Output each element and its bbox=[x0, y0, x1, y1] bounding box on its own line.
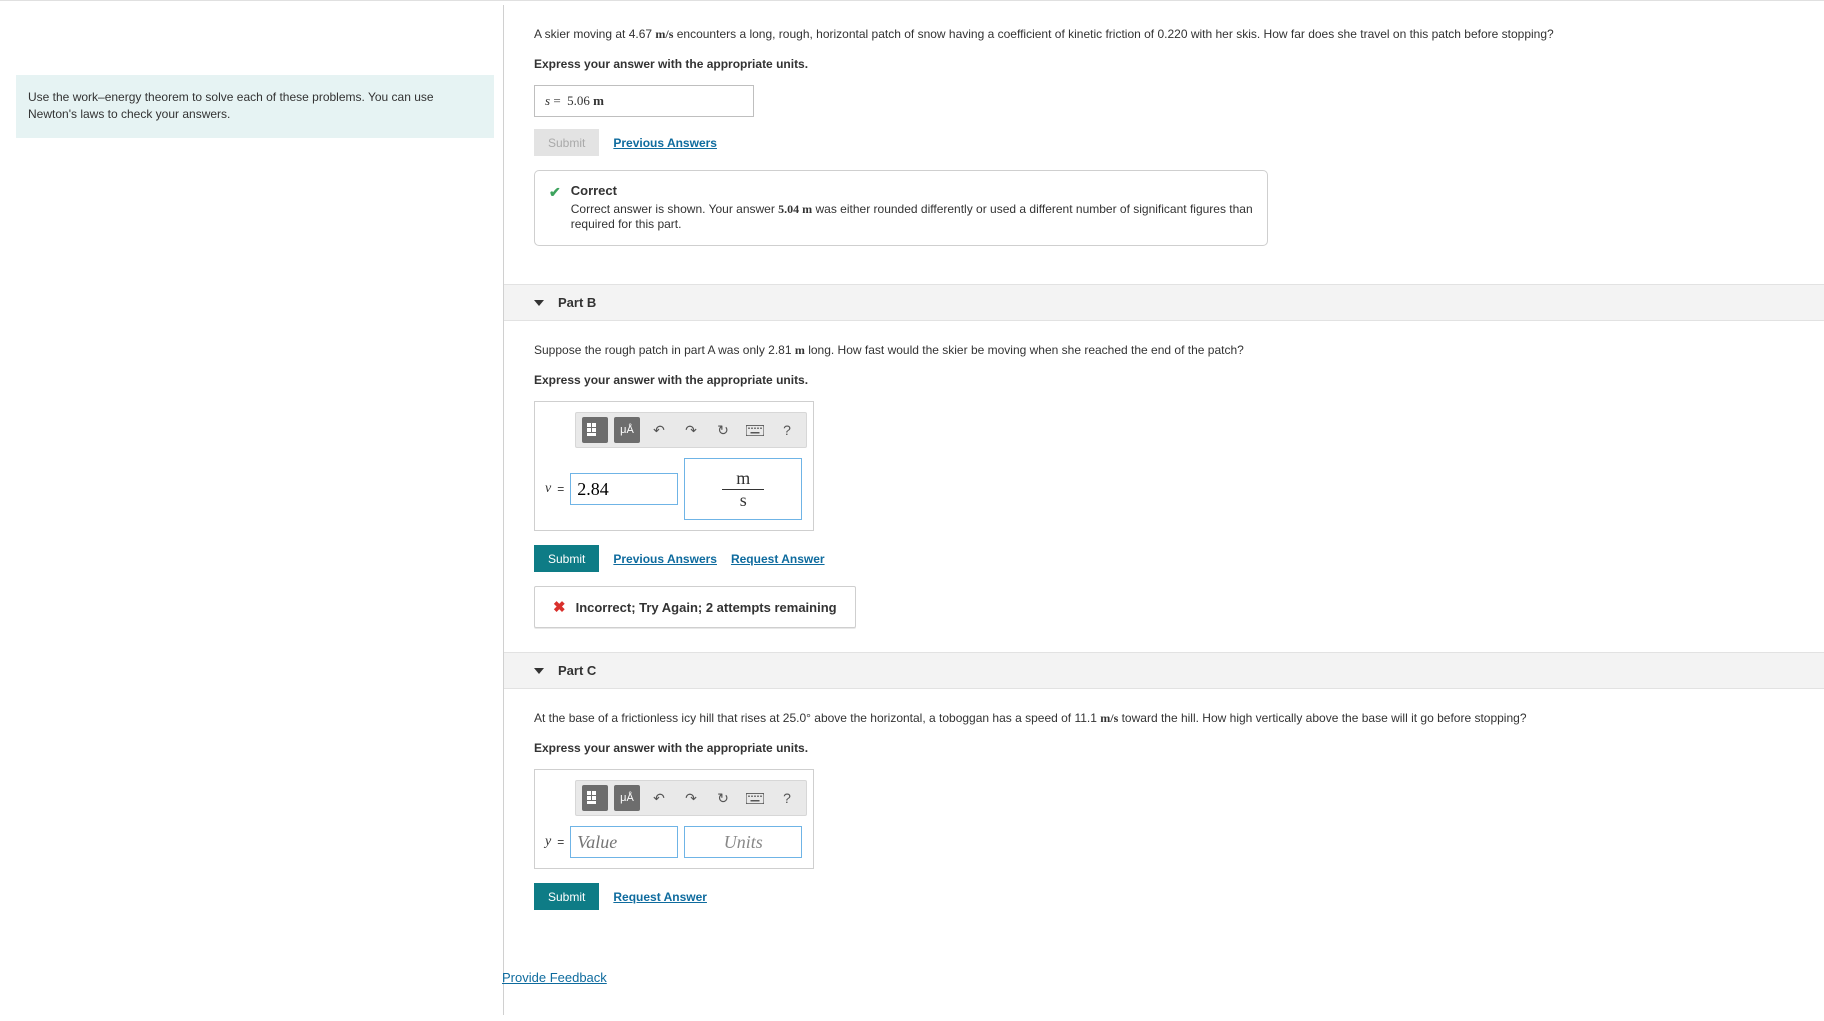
templates-icon[interactable] bbox=[582, 785, 608, 811]
part-c-button-row: Submit Request Answer bbox=[534, 883, 1794, 910]
part-c-header[interactable]: Part C bbox=[504, 652, 1824, 689]
part-b-submit-button[interactable]: Submit bbox=[534, 545, 599, 572]
undo-icon[interactable]: ↶ bbox=[646, 417, 672, 443]
chevron-down-icon bbox=[534, 300, 544, 306]
part-b-value-input[interactable] bbox=[570, 473, 678, 505]
chevron-down-icon bbox=[534, 668, 544, 674]
part-b-button-row: Submit Previous Answers Request Answer bbox=[534, 545, 1794, 572]
part-b-answer-widget: μÅ ↶ ↷ ↻ ? v = m s bbox=[534, 401, 814, 531]
keyboard-icon[interactable] bbox=[742, 417, 768, 443]
part-b-title: Part B bbox=[558, 295, 596, 310]
part-c-submit-button[interactable]: Submit bbox=[534, 883, 599, 910]
feedback-title: Correct bbox=[571, 183, 1253, 198]
redo-icon[interactable]: ↷ bbox=[678, 785, 704, 811]
hint-box: Use the work–energy theorem to solve eac… bbox=[16, 75, 494, 138]
part-b-units-input[interactable]: m s bbox=[684, 458, 802, 520]
part-c-units-input[interactable]: Units bbox=[684, 826, 802, 858]
feedback-incorrect-msg: Incorrect; Try Again; 2 attempts remaini… bbox=[576, 600, 837, 615]
keyboard-icon[interactable] bbox=[742, 785, 768, 811]
part-c-instruction: Express your answer with the appropriate… bbox=[534, 741, 1794, 755]
part-c-toolbar: μÅ ↶ ↷ ↻ ? bbox=[575, 780, 807, 816]
feedback-body: Correct answer is shown. Your answer 5.0… bbox=[571, 202, 1253, 231]
redo-icon[interactable]: ↷ bbox=[678, 417, 704, 443]
greek-symbols-icon[interactable]: μÅ bbox=[614, 417, 640, 443]
part-a-feedback-correct: ✔ Correct Correct answer is shown. Your … bbox=[534, 170, 1268, 246]
part-c-variable-label: y bbox=[545, 834, 551, 850]
part-a-instruction: Express your answer with the appropriate… bbox=[534, 57, 1794, 71]
part-c-value-input[interactable] bbox=[570, 826, 678, 858]
part-b-toolbar: μÅ ↶ ↷ ↻ ? bbox=[575, 412, 807, 448]
templates-icon[interactable] bbox=[582, 417, 608, 443]
help-icon[interactable]: ? bbox=[774, 417, 800, 443]
part-c-answer-widget: μÅ ↶ ↷ ↻ ? y = Units bbox=[534, 769, 814, 869]
undo-icon[interactable]: ↶ bbox=[646, 785, 672, 811]
part-a-answer-display: s = 5.06 m bbox=[534, 85, 754, 117]
part-a-button-row: Submit Previous Answers bbox=[534, 129, 1794, 156]
part-a-question: A skier moving at 4.67 m/s encounters a … bbox=[534, 25, 1794, 43]
left-pane: Use the work–energy theorem to solve eac… bbox=[0, 5, 504, 1015]
part-c-title: Part C bbox=[558, 663, 596, 678]
part-c-content: At the base of a frictionless icy hill t… bbox=[504, 689, 1824, 948]
part-a-previous-answers-link[interactable]: Previous Answers bbox=[613, 136, 717, 150]
part-c-answer-row: y = Units bbox=[545, 826, 803, 858]
part-b-instruction: Express your answer with the appropriate… bbox=[534, 373, 1794, 387]
help-icon[interactable]: ? bbox=[774, 785, 800, 811]
greek-symbols-icon[interactable]: μÅ bbox=[614, 785, 640, 811]
part-b-answer-row: v = m s bbox=[545, 458, 803, 520]
reset-icon[interactable]: ↻ bbox=[710, 785, 736, 811]
check-icon: ✔ bbox=[549, 184, 561, 201]
part-a-submit-button: Submit bbox=[534, 129, 599, 156]
part-b-previous-answers-link[interactable]: Previous Answers bbox=[613, 552, 717, 566]
part-b-variable-label: v bbox=[545, 481, 551, 497]
provide-feedback-link[interactable]: Provide Feedback bbox=[502, 970, 607, 985]
part-c-question: At the base of a frictionless icy hill t… bbox=[534, 709, 1794, 727]
hint-text: Use the work–energy theorem to solve eac… bbox=[28, 90, 434, 121]
part-b-feedback-incorrect: ✖ Incorrect; Try Again; 2 attempts remai… bbox=[534, 586, 856, 628]
reset-icon[interactable]: ↻ bbox=[710, 417, 736, 443]
part-c-request-answer-link[interactable]: Request Answer bbox=[613, 890, 707, 904]
x-icon: ✖ bbox=[553, 598, 566, 616]
right-pane: A skier moving at 4.67 m/s encounters a … bbox=[504, 5, 1824, 1015]
part-b-content: Suppose the rough patch in part A was on… bbox=[504, 321, 1824, 652]
part-b-question: Suppose the rough patch in part A was on… bbox=[534, 341, 1794, 359]
part-a-content: A skier moving at 4.67 m/s encounters a … bbox=[504, 5, 1824, 284]
part-b-header[interactable]: Part B bbox=[504, 284, 1824, 321]
part-b-request-answer-link[interactable]: Request Answer bbox=[731, 552, 825, 566]
